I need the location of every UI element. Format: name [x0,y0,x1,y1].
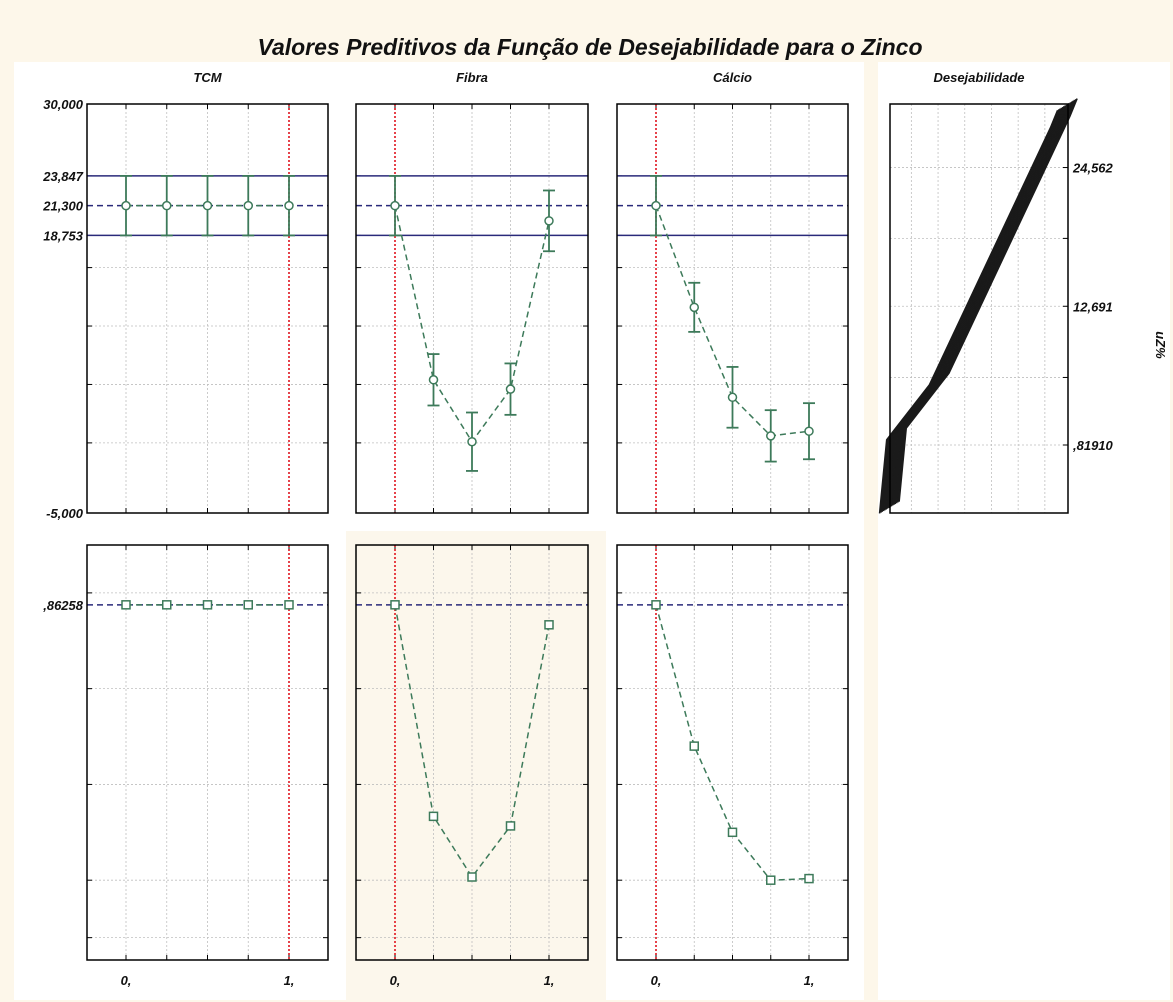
response-point [651,200,661,211]
factor-title-fibra: Fibra [456,70,488,85]
desirability-point [505,821,516,831]
desirability-panel-border [86,544,329,961]
desirability-side-label: uZ% [1153,331,1168,359]
factor-title-tcm: TCM [193,70,222,85]
x-tick-label: 0, [390,973,401,988]
response-point [689,302,699,313]
highlighted-panel-background [346,531,606,1000]
desirability-right-tick-label: 12,691 [1073,299,1113,314]
response-y-tick-label: 21,300 [42,199,84,214]
response-y-tick-label: -5,000 [46,506,84,521]
desirability-y-tick-label: ,86258 [42,598,84,613]
response-point [243,200,253,211]
response-y-tick-label: 18,753 [43,228,84,243]
x-tick-label: 1, [544,973,555,988]
x-tick-label: 0, [651,973,662,988]
desirability-point [284,600,294,610]
response-point [766,431,776,441]
desirability-point [390,600,400,610]
desirability-right-tick-label: 24,562 [1072,161,1114,176]
response-point [390,200,400,211]
x-tick-label: 1, [284,973,295,988]
response-point [428,375,439,385]
desirability-panel: Desejabilidade 24,562 12,691 ,81910 uZ% [878,70,1168,514]
desirability-panel-border [889,103,1069,514]
response-panel-border [86,103,329,514]
desirability-point [121,600,131,610]
desirability-point [804,873,814,884]
response-y-tick-label: 23,847 [42,169,84,184]
desirability-point [428,811,439,822]
desirability-point [727,827,738,838]
response-point [284,200,294,211]
response-point [467,436,477,447]
desirability-point [689,741,699,751]
desirability-point [202,600,213,610]
x-tick-label: 0, [121,973,132,988]
x-tick-label: 1, [804,973,815,988]
desirability-series-line [394,604,550,879]
response-y-tick-label: 30,000 [43,97,84,112]
desirability-panel-border [355,544,589,961]
desirability-point [766,875,776,885]
desirability-point [467,872,477,882]
factor-title-calcio: Cálcio [713,70,752,85]
response-point [202,200,213,211]
response-panel-border [355,103,589,514]
response-point [804,426,814,436]
desirability-point [651,600,661,610]
desirability-panel-title: Desejabilidade [933,70,1024,85]
response-panel-border [616,103,849,514]
panels-group: 30,000 23,847 21,300 18,753 -5,000 ,86258 TCM 0… [42,70,849,988]
desirability-point [162,600,172,610]
desirability-curve [898,98,1078,502]
desirability-panel-border [616,544,849,961]
desirability-point [544,620,554,630]
response-point [162,200,172,211]
desirability-point [243,600,253,610]
response-series-line [655,205,810,437]
desirability-right-tick-label: ,81910 [1072,438,1114,453]
desirability-region-background [878,62,1170,1000]
response-point [121,200,131,211]
response-point [505,384,516,394]
response-point [544,216,554,226]
chart-title: Valores Preditivos da Função de Desejabi… [257,34,922,60]
response-point [727,392,738,403]
